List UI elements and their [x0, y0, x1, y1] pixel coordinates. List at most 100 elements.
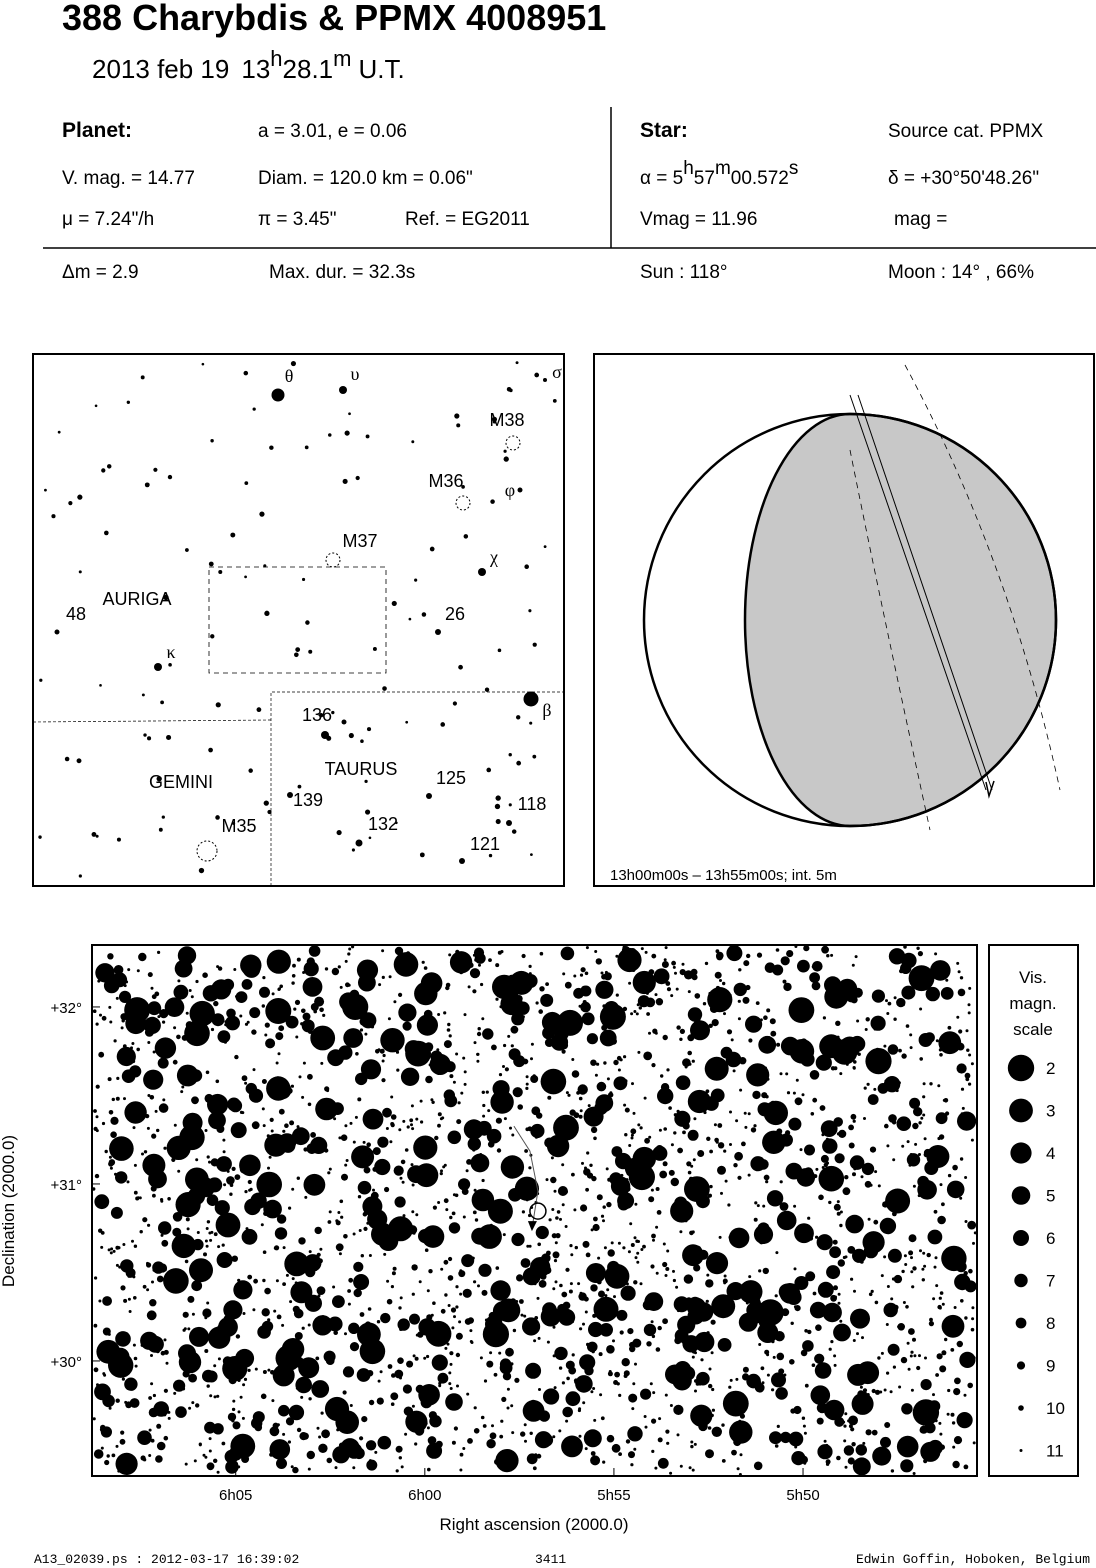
field-star	[820, 1154, 829, 1163]
field-star	[364, 1159, 368, 1163]
field-star	[333, 1117, 337, 1121]
field-star	[861, 1408, 865, 1412]
field-star	[648, 969, 655, 975]
field-star	[339, 985, 343, 989]
field-star	[822, 1138, 838, 1154]
field-star	[399, 1176, 403, 1180]
field-star	[674, 1110, 691, 1127]
footer-page: 3411	[535, 1552, 566, 1567]
field-star	[957, 988, 966, 997]
field-star	[690, 1020, 710, 1041]
field-star	[150, 986, 154, 990]
field-star	[281, 1338, 305, 1361]
field-star	[142, 1284, 147, 1289]
star	[490, 499, 495, 504]
field-star	[751, 1310, 765, 1324]
field-star	[651, 1063, 656, 1068]
field-star	[136, 1047, 140, 1052]
field-star	[929, 1317, 933, 1322]
legend-title: scale	[1013, 1020, 1053, 1039]
field-star	[928, 1184, 935, 1192]
field-star	[956, 961, 960, 965]
field-star	[437, 1123, 441, 1128]
field-star	[721, 1459, 726, 1463]
field-star	[532, 1466, 537, 1471]
star	[506, 820, 512, 826]
star	[543, 378, 547, 382]
field-star	[471, 1188, 495, 1212]
field-star	[187, 1327, 191, 1331]
field-star	[476, 1059, 480, 1063]
field-star	[182, 1370, 190, 1378]
field-star	[413, 1135, 438, 1160]
x-tick-label: 6h05	[219, 1487, 252, 1504]
field-star	[276, 1076, 280, 1080]
field-star	[564, 1225, 568, 1228]
star	[294, 652, 299, 658]
field-star	[337, 965, 341, 969]
field-star	[127, 1297, 131, 1301]
field-star	[850, 1113, 857, 1120]
field-star	[244, 1190, 248, 1194]
star-label: Star:	[640, 119, 688, 142]
field-star	[762, 1267, 769, 1275]
field-star	[426, 1426, 430, 1430]
finder-label: β	[542, 700, 551, 720]
field-star	[481, 1090, 485, 1095]
field-star	[694, 993, 701, 999]
field-star	[913, 1107, 923, 1117]
field-star	[556, 1210, 561, 1214]
field-star	[603, 972, 612, 981]
field-star	[792, 1091, 796, 1095]
field-star	[345, 982, 350, 988]
star	[95, 834, 99, 838]
field-star	[184, 1259, 189, 1264]
field-star	[693, 1245, 702, 1254]
y-tick-label: +31°	[51, 1177, 82, 1194]
finder-label: σ	[552, 362, 562, 382]
field-star	[758, 1343, 762, 1346]
field-star	[292, 963, 296, 968]
field-star	[839, 1210, 843, 1214]
field-star	[966, 1048, 970, 1052]
field-star	[459, 1452, 464, 1457]
field-star	[916, 946, 920, 950]
field-star	[180, 1090, 184, 1094]
field-star	[620, 1173, 624, 1177]
field-star	[939, 1444, 945, 1450]
field-star	[511, 1232, 525, 1247]
field-star	[940, 1136, 943, 1140]
field-star	[392, 1245, 396, 1249]
field-star	[534, 1316, 539, 1320]
legend-label: 11	[1046, 1442, 1064, 1461]
field-star	[676, 1433, 680, 1437]
field-star	[579, 1354, 596, 1371]
field-star	[905, 1024, 910, 1028]
star	[201, 362, 205, 366]
field-star	[958, 1029, 963, 1034]
field-star	[953, 1306, 957, 1309]
field-star	[941, 1245, 967, 1272]
field-star	[672, 1377, 676, 1381]
field-star	[682, 1058, 691, 1067]
field-star	[193, 1459, 197, 1463]
field-star	[404, 1040, 423, 1058]
field-star	[363, 1166, 371, 1174]
field-star	[121, 1377, 125, 1381]
field-star	[934, 952, 938, 956]
field-star	[912, 1122, 919, 1130]
field-star	[120, 1285, 126, 1291]
star	[210, 634, 215, 639]
field-star	[818, 1165, 845, 1192]
field-star	[95, 1115, 99, 1119]
field-star	[308, 1250, 312, 1254]
field-star	[729, 1110, 732, 1114]
field-star	[908, 1328, 915, 1335]
field-star	[342, 1390, 347, 1395]
field-star	[643, 1096, 647, 1100]
field-star	[629, 1345, 636, 1353]
legend-label: 3	[1046, 1102, 1055, 1121]
field-star	[118, 1265, 122, 1269]
field-star	[729, 1420, 753, 1444]
